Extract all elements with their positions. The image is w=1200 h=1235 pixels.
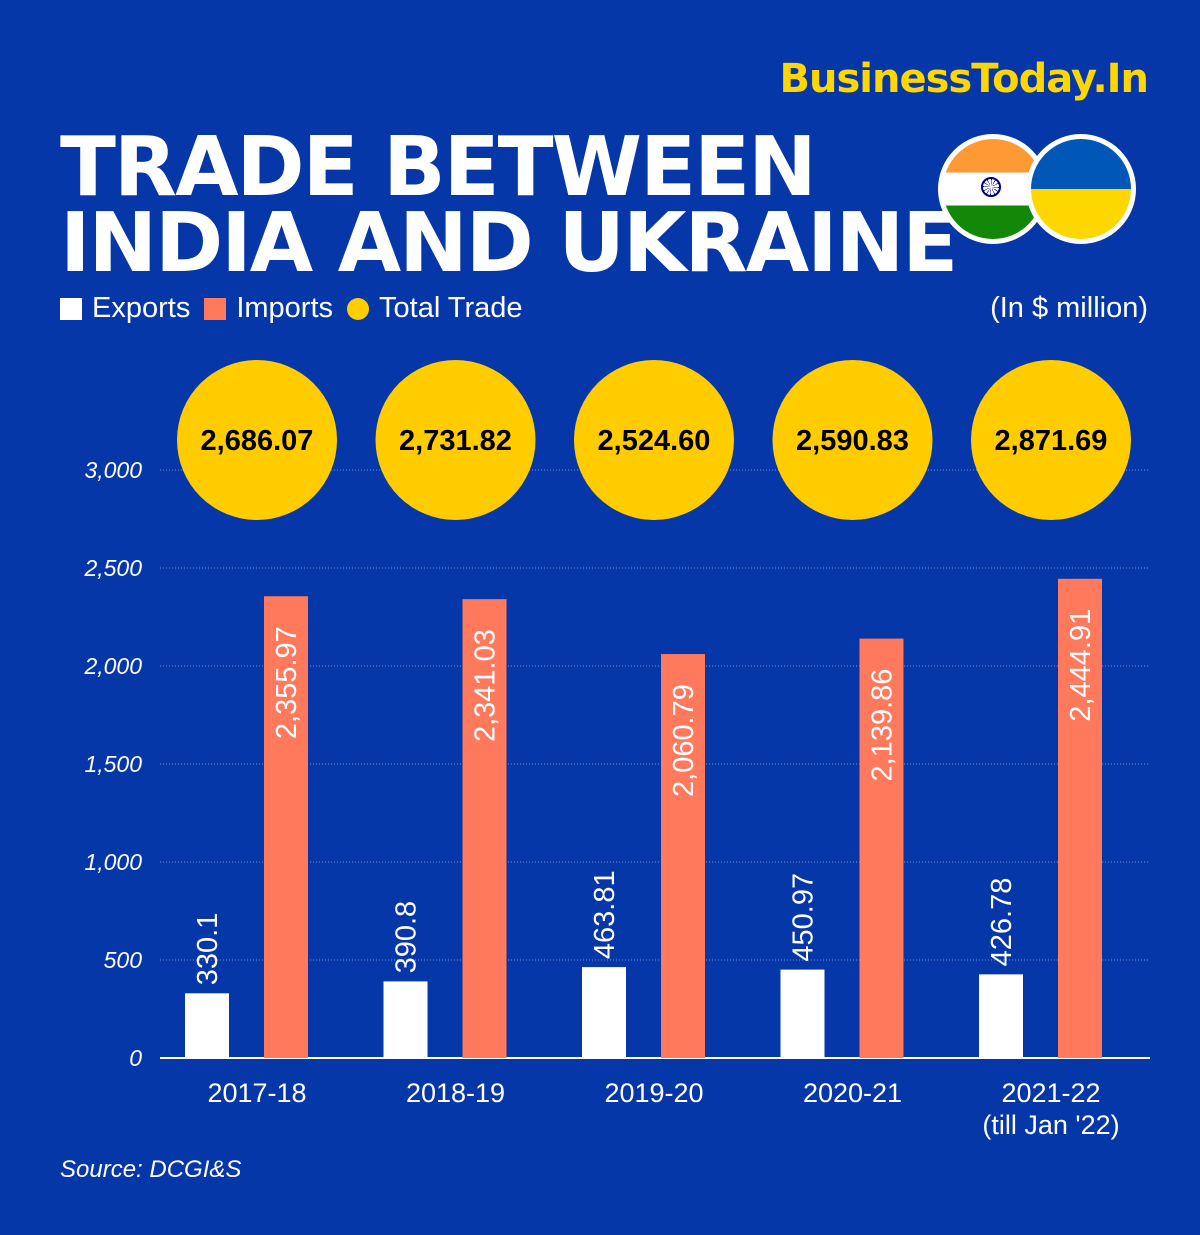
chart-legend: Exports Imports Total Trade <box>60 292 537 325</box>
legend-swatch-imports <box>204 297 227 320</box>
total-trade-value: 2,524.60 <box>598 425 711 457</box>
y-tick-label: 3,000 <box>84 457 142 483</box>
imports-value-label: 2,341.03 <box>470 629 502 742</box>
x-category-label: 2017-18 <box>207 1078 306 1108</box>
y-tick-label: 0 <box>129 1045 142 1071</box>
total-trade-circle <box>574 360 734 520</box>
y-tick-label: 1,000 <box>84 849 142 875</box>
total-trade-circle <box>971 360 1131 520</box>
imports-value-label: 2,355.97 <box>271 626 303 739</box>
exports-value-label: 463.81 <box>589 870 621 959</box>
x-category-note: (till Jan '22) <box>982 1110 1119 1140</box>
ukraine-flag-icon <box>1026 134 1136 244</box>
ashoka-chakra-icon <box>981 177 1001 197</box>
exports-bar <box>185 993 229 1058</box>
total-trade-circle <box>772 360 933 520</box>
unit-label: (In $ million) <box>990 292 1148 324</box>
legend-item-imports: Imports <box>204 292 333 325</box>
x-category-label: 2019-20 <box>604 1078 703 1108</box>
bar-chart: 0 500 1,000 1,500 2,000 2,500 3,000 330.1 2,355.… <box>83 360 1150 1140</box>
total-trade-value: 2,590.83 <box>796 425 909 457</box>
exports-bar <box>383 981 428 1058</box>
x-category-label: 2018-19 <box>406 1078 505 1108</box>
total-trade-circle <box>375 360 536 520</box>
page-title: TRADE BETWEEN INDIA AND UKRAINE <box>60 120 958 291</box>
exports-value-label: 426.78 <box>986 878 1018 967</box>
imports-bar <box>462 599 507 1058</box>
exports-value-label: 450.97 <box>788 873 820 962</box>
y-tick-label: 1,500 <box>84 751 142 777</box>
title-line-1: TRADE BETWEEN <box>60 120 817 215</box>
legend-swatch-exports <box>60 297 82 320</box>
imports-value-label: 2,139.86 <box>867 669 899 782</box>
x-category-label: 2021-22 <box>1001 1078 1100 1108</box>
imports-value-label: 2,444.91 <box>1065 609 1097 722</box>
x-category-label: 2020-21 <box>803 1078 902 1108</box>
source-note: Source: DCGI&S <box>60 1156 242 1183</box>
exports-bar <box>979 974 1023 1058</box>
legend-label-total: Total Trade <box>379 292 523 324</box>
legend-label-imports: Imports <box>236 292 334 324</box>
title-line-2: INDIA AND UKRAINE <box>60 196 958 291</box>
legend-item-exports: Exports <box>60 292 190 325</box>
total-trade-value: 2,686.07 <box>201 425 314 457</box>
legend-swatch-total <box>347 297 370 320</box>
legend-label-exports: Exports <box>92 292 191 324</box>
total-trade-value: 2,731.82 <box>399 425 512 457</box>
exports-bar <box>780 969 825 1058</box>
exports-bar <box>582 967 626 1058</box>
total-trade-circle <box>177 360 337 520</box>
exports-value-label: 390.8 <box>391 901 423 974</box>
y-tick-label: 500 <box>104 947 143 973</box>
flags <box>938 134 1138 244</box>
exports-value-label: 330.1 <box>192 913 224 986</box>
imports-value-label: 2,060.79 <box>668 684 700 797</box>
imports-bar <box>661 654 705 1058</box>
y-tick-label: 2,000 <box>83 653 142 679</box>
imports-bar <box>859 638 904 1058</box>
imports-bar <box>264 596 308 1058</box>
legend-item-total: Total Trade <box>347 292 523 325</box>
y-tick-label: 2,500 <box>83 555 142 581</box>
total-trade-value: 2,871.69 <box>995 425 1108 457</box>
imports-bar <box>1058 578 1102 1058</box>
brand-logo: BusinessToday.In <box>779 56 1149 102</box>
